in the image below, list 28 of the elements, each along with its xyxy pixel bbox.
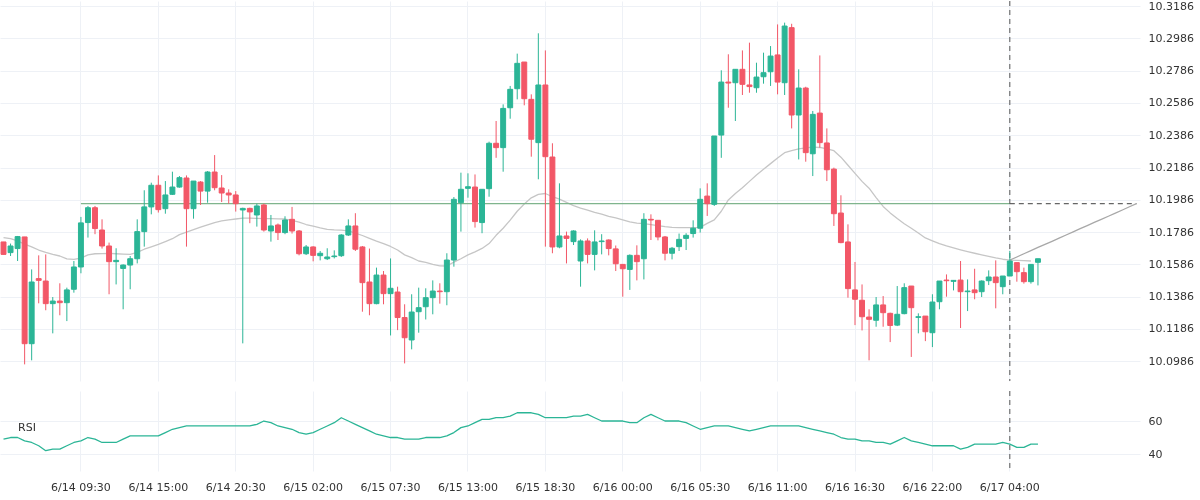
y-tick-label: 10.2586	[1148, 96, 1194, 110]
y-tick-label: 10.1986	[1148, 193, 1194, 207]
x-tick-label: 6/15 02:00	[283, 480, 344, 494]
y-tick-label: 10.0986	[1148, 354, 1194, 368]
y-tick-label: 10.2186	[1148, 161, 1194, 174]
text: RSI	[18, 421, 36, 434]
x-tick-label: 6/14 20:30	[205, 480, 266, 494]
y-tick-label: 10.3186	[1148, 0, 1194, 13]
x-tick-label: 6/17 04:00	[979, 480, 1040, 494]
x-tick-label: 6/16 22:00	[902, 480, 963, 494]
x-tick-label: 6/16 05:30	[670, 480, 731, 494]
x-tick-label: 6/14 09:30	[50, 480, 111, 494]
y-tick-label: 40	[1148, 447, 1163, 461]
x-tick-label: 6/15 13:00	[438, 480, 498, 494]
x-tick-label: 6/16 00:00	[592, 480, 653, 494]
y-tick-label: 10.2386	[1148, 128, 1194, 142]
x-tick-label: 6/14 15:00	[128, 480, 189, 494]
y-tick-label: 10.1186	[1148, 322, 1194, 336]
x-tick-label: 6/15 07:30	[360, 480, 421, 494]
x-tick-label: 6/16 11:00	[747, 480, 808, 494]
y-tick-label: 10.1786	[1148, 225, 1194, 239]
y-tick-label: 10.1586	[1148, 257, 1194, 271]
y-tick-label: 60	[1148, 414, 1163, 428]
x-tick-label: 6/16 16:30	[825, 480, 885, 494]
y-tick-label: 10.2786	[1148, 64, 1194, 78]
y-tick-label: 10.2986	[1148, 31, 1194, 45]
y-tick-label: 10.1386	[1148, 290, 1194, 304]
x-tick-label: 6/15 18:30	[515, 480, 576, 494]
